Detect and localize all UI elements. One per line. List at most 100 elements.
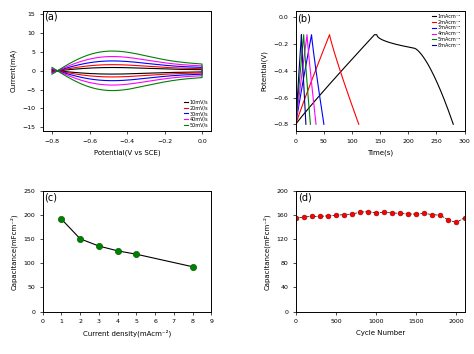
3mAcm⁻² <box>312 59 318 64</box>
4mAcm⁻² <box>293 122 299 126</box>
3mAcm⁻² <box>314 77 320 81</box>
50mV/s <box>186 61 191 65</box>
30mV/s <box>186 65 191 69</box>
3mAcm⁻² <box>303 62 309 67</box>
2mAcm⁻² <box>301 99 307 103</box>
30mV/s <box>172 73 178 78</box>
4mAcm⁻² <box>301 62 306 67</box>
5mAcm⁻² <box>304 77 310 81</box>
30mV/s <box>148 75 154 80</box>
40mV/s <box>123 82 128 86</box>
30mV/s <box>102 59 108 63</box>
5mAcm⁻² <box>304 76 310 80</box>
Point <box>316 213 324 219</box>
X-axis label: Current density(mAcm⁻²): Current density(mAcm⁻²) <box>83 330 171 337</box>
30mV/s <box>127 59 133 64</box>
20mV/s <box>127 63 133 67</box>
20mV/s <box>186 66 191 70</box>
Point <box>437 212 444 218</box>
50mV/s <box>49 65 55 69</box>
8mAcm⁻² <box>303 122 309 126</box>
40mV/s <box>109 83 115 87</box>
2mAcm⁻² <box>356 122 362 126</box>
Point <box>412 211 420 217</box>
Point <box>324 213 332 219</box>
1mAcm⁻² <box>450 122 456 126</box>
10mV/s <box>123 72 128 76</box>
1mAcm⁻² <box>345 62 350 67</box>
40mV/s <box>148 79 154 83</box>
4mAcm⁻² <box>308 77 314 81</box>
3mAcm⁻² <box>309 33 314 37</box>
Line: 40mV/s: 40mV/s <box>52 57 202 85</box>
8mAcm⁻² <box>301 77 306 81</box>
Line: 8mAcm⁻²: 8mAcm⁻² <box>296 35 306 124</box>
20mV/s <box>109 75 115 79</box>
2mAcm⁻² <box>340 76 346 80</box>
8mAcm⁻² <box>299 33 304 37</box>
Point <box>95 243 103 249</box>
8mAcm⁻² <box>294 99 300 103</box>
Point <box>420 211 428 216</box>
30mV/s <box>109 79 115 83</box>
Point <box>300 214 308 220</box>
Line: 4mAcm⁻²: 4mAcm⁻² <box>296 35 316 124</box>
4mAcm⁻² <box>296 99 301 103</box>
8mAcm⁻² <box>301 76 306 80</box>
50mV/s <box>109 88 115 93</box>
4mAcm⁻² <box>307 59 312 64</box>
50mV/s <box>127 51 133 55</box>
Point <box>404 211 412 217</box>
Y-axis label: Potential(V): Potential(V) <box>261 50 267 91</box>
1mAcm⁻² <box>356 50 361 55</box>
Point <box>461 215 468 221</box>
Point <box>388 210 396 216</box>
Point <box>380 210 388 215</box>
Point <box>76 236 84 242</box>
Point <box>340 212 348 217</box>
20mV/s <box>172 72 178 76</box>
Y-axis label: Capacitance(mFcm⁻²): Capacitance(mFcm⁻²) <box>10 213 18 290</box>
2mAcm⁻² <box>315 62 321 67</box>
X-axis label: Cycle Number: Cycle Number <box>356 330 405 336</box>
Text: (d): (d) <box>298 192 312 202</box>
Point <box>332 212 340 218</box>
5mAcm⁻² <box>299 50 305 55</box>
50mV/s <box>102 49 108 53</box>
Line: 20mV/s: 20mV/s <box>52 65 202 77</box>
40mV/s <box>49 71 55 75</box>
20mV/s <box>123 75 128 79</box>
1mAcm⁻² <box>372 33 377 37</box>
3mAcm⁻² <box>305 50 311 55</box>
Legend: 10mV/s, 20mV/s, 30mV/s, 40mV/s, 50mV/s: 10mV/s, 20mV/s, 30mV/s, 40mV/s, 50mV/s <box>183 99 209 129</box>
Line: 5mAcm⁻²: 5mAcm⁻² <box>296 35 310 124</box>
Line: 1mAcm⁻²: 1mAcm⁻² <box>296 35 453 124</box>
50mV/s <box>49 72 55 76</box>
50mV/s <box>123 87 128 92</box>
40mV/s <box>49 66 55 70</box>
30mV/s <box>123 78 128 82</box>
5mAcm⁻² <box>302 59 308 64</box>
1mAcm⁻² <box>408 45 413 50</box>
Y-axis label: Current(mA): Current(mA) <box>10 49 17 92</box>
3mAcm⁻² <box>293 122 299 126</box>
3mAcm⁻² <box>321 122 327 126</box>
Point <box>396 211 404 216</box>
10mV/s <box>186 67 191 72</box>
10mV/s <box>49 69 55 74</box>
50mV/s <box>148 82 154 87</box>
8mAcm⁻² <box>300 59 305 64</box>
1mAcm⁻² <box>312 99 318 103</box>
Text: (c): (c) <box>45 192 57 202</box>
Point <box>114 248 121 254</box>
40mV/s <box>109 55 115 59</box>
Line: 50mV/s: 50mV/s <box>52 51 202 91</box>
Point <box>373 210 380 216</box>
Point <box>189 264 196 270</box>
X-axis label: Potential(V vs SCE): Potential(V vs SCE) <box>94 149 160 156</box>
40mV/s <box>186 63 191 67</box>
40mV/s <box>127 56 133 60</box>
30mV/s <box>49 67 55 71</box>
5mAcm⁻² <box>298 62 304 67</box>
8mAcm⁻² <box>297 50 303 55</box>
